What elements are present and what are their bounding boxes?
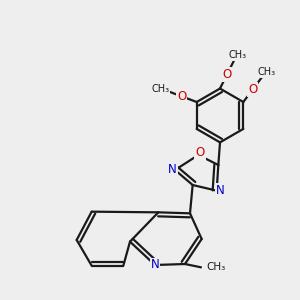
Text: CH₃: CH₃ bbox=[207, 262, 226, 272]
Text: O: O bbox=[223, 68, 232, 81]
Text: CH₃: CH₃ bbox=[257, 68, 276, 77]
Text: O: O bbox=[248, 83, 257, 96]
Text: O: O bbox=[177, 90, 186, 103]
Text: N: N bbox=[168, 164, 177, 176]
Text: CH₃: CH₃ bbox=[152, 84, 169, 94]
Text: N: N bbox=[151, 259, 159, 272]
Text: N: N bbox=[216, 184, 224, 197]
Text: O: O bbox=[195, 146, 205, 159]
Text: CH₃: CH₃ bbox=[228, 50, 246, 60]
